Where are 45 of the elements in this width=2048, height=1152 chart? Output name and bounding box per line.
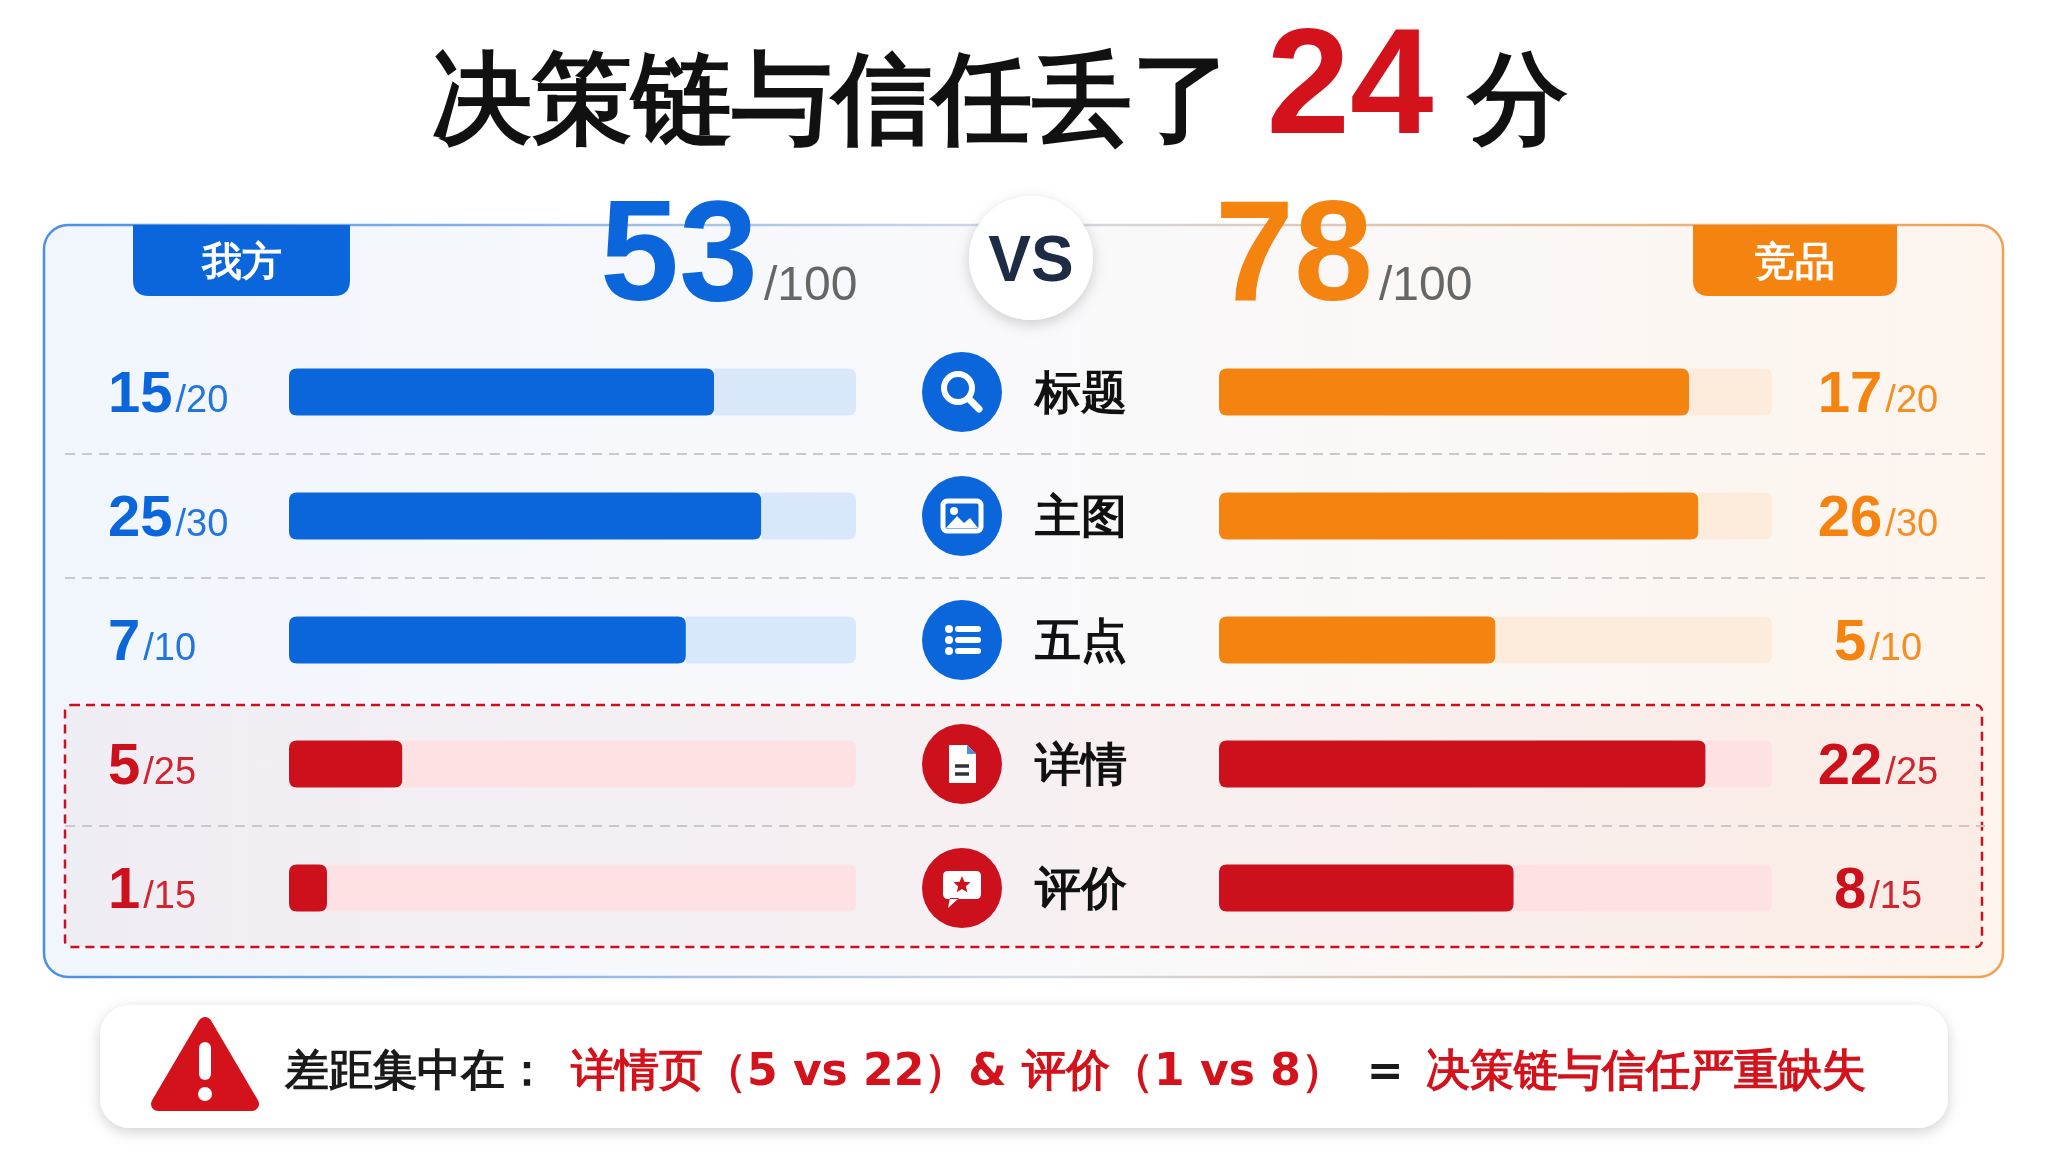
bar <box>1219 864 1514 912</box>
y-tick-label: 主图 <box>1035 489 1127 543</box>
bar <box>326 864 856 912</box>
data-label: 22/25 <box>1817 731 1939 796</box>
bar <box>289 368 715 416</box>
y-tick-label: 标题 <box>1033 365 1127 419</box>
bar <box>761 492 856 540</box>
data-label: 5/10 <box>1833 607 1923 672</box>
y-tick-label: 评价 <box>1034 861 1127 915</box>
bar <box>1219 740 1706 788</box>
data-label: 7/10 <box>108 607 197 672</box>
bar <box>1219 616 1496 664</box>
chart-subtitle: 78/100 <box>1215 171 1473 330</box>
y-tick-label: 详情 <box>1034 737 1127 791</box>
text: = <box>1366 1044 1404 1095</box>
data-label: 25/30 <box>108 483 229 548</box>
data-label: 17/20 <box>1817 359 1939 424</box>
text: 竞品 <box>1755 238 1835 284</box>
bar <box>1219 368 1690 416</box>
bar <box>1495 616 1772 664</box>
data-label: 15/20 <box>108 359 229 424</box>
bar <box>1513 864 1772 912</box>
bar <box>1698 492 1772 540</box>
data-label: 5/25 <box>108 731 197 796</box>
text: 详情页（5 vs 22）& 评价（1 vs 8） <box>570 1044 1345 1095</box>
bar <box>685 616 856 664</box>
bar <box>1219 492 1699 540</box>
bar <box>289 864 327 912</box>
text: 差距集中在： <box>284 1044 549 1095</box>
chart-subtitle: 53/100 <box>600 171 858 330</box>
bar <box>714 368 856 416</box>
bar <box>402 740 856 788</box>
text: 我方 <box>200 238 282 284</box>
bar <box>1705 740 1772 788</box>
bar <box>289 740 403 788</box>
text: VS <box>988 223 1074 295</box>
chart-title: 决策链与信任丢了 24 分 <box>431 0 1569 165</box>
bar <box>289 616 686 664</box>
data-label: 26/30 <box>1817 483 1939 548</box>
data-label: 1/15 <box>108 855 197 920</box>
bar <box>289 492 762 540</box>
text: 决策链与信任严重缺失 <box>1425 1044 1866 1095</box>
bar <box>1689 368 1772 416</box>
y-tick-label: 五点 <box>1035 613 1127 667</box>
data-label: 8/15 <box>1833 855 1923 920</box>
